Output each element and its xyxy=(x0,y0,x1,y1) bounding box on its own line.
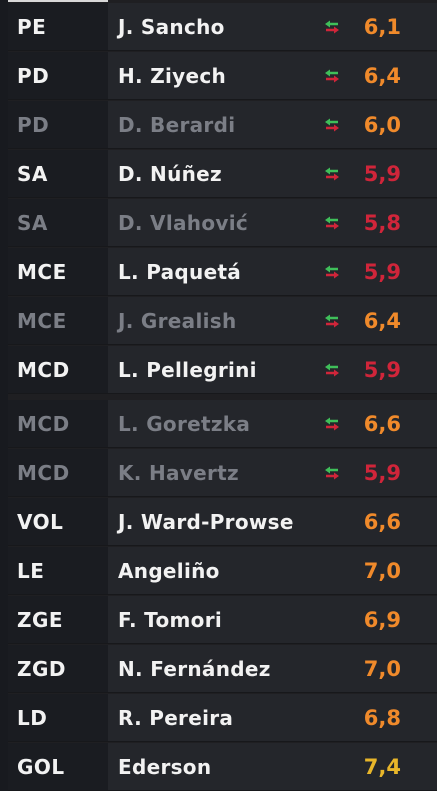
substitution-icon[interactable] xyxy=(322,68,342,84)
player-row[interactable]: MCD L. Goretzka 6,6 xyxy=(8,400,437,448)
player-name: Angeliño xyxy=(118,547,220,594)
player-name: Ederson xyxy=(118,743,211,790)
player-row[interactable]: PE J. Sancho 6,1 xyxy=(8,3,437,51)
player-position: MCE xyxy=(17,297,67,344)
player-rating: 5,8 xyxy=(364,199,401,246)
player-name: L. Pellegrini xyxy=(118,346,257,393)
player-position: MCD xyxy=(17,449,70,496)
substitution-icon[interactable] xyxy=(322,19,342,35)
player-rating: 6,9 xyxy=(364,596,401,643)
player-name: D. Vlahović xyxy=(118,199,248,246)
player-rating: 6,1 xyxy=(364,3,401,50)
substitution-icon[interactable] xyxy=(322,465,342,481)
player-name: K. Havertz xyxy=(118,449,239,496)
player-name: R. Pereira xyxy=(118,694,233,741)
player-position: SA xyxy=(17,199,48,246)
player-position: LE xyxy=(17,547,44,594)
player-rating: 6,0 xyxy=(364,101,401,148)
player-row[interactable]: LE Angeliño 7,0 xyxy=(8,547,437,595)
player-row[interactable]: ZGD N. Fernández 7,0 xyxy=(8,645,437,693)
player-rating: 5,9 xyxy=(364,248,401,295)
substitution-icon[interactable] xyxy=(322,166,342,182)
player-position: PD xyxy=(17,52,49,99)
panel-left-edge xyxy=(0,0,8,791)
player-row[interactable]: MCD K. Havertz 5,9 xyxy=(8,449,437,497)
player-position: PE xyxy=(17,3,46,50)
player-name: D. Berardi xyxy=(118,101,235,148)
player-name: L. Paquetá xyxy=(118,248,241,295)
player-name: L. Goretzka xyxy=(118,400,250,447)
player-position: ZGE xyxy=(17,596,63,643)
player-row[interactable]: SA D. Núñez 5,9 xyxy=(8,150,437,198)
player-rating: 6,6 xyxy=(364,400,401,447)
player-row[interactable]: VOL J. Ward-Prowse 6,6 xyxy=(8,498,437,546)
player-rating: 5,9 xyxy=(364,449,401,496)
substitution-icon[interactable] xyxy=(322,117,342,133)
player-rating: 7,4 xyxy=(364,743,401,790)
player-position: LD xyxy=(17,694,47,741)
player-rating: 5,9 xyxy=(364,346,401,393)
player-position: ZGD xyxy=(17,645,66,692)
substitution-icon[interactable] xyxy=(322,264,342,280)
player-row[interactable]: GOL Ederson 7,4 xyxy=(8,743,437,791)
player-row[interactable]: PD H. Ziyech 6,4 xyxy=(8,52,437,100)
header-underline xyxy=(8,0,108,2)
substitution-icon[interactable] xyxy=(322,215,342,231)
player-position: SA xyxy=(17,150,48,197)
player-name: J. Grealish xyxy=(118,297,237,344)
player-rating: 6,6 xyxy=(364,498,401,545)
player-row[interactable]: SA D. Vlahović 5,8 xyxy=(8,199,437,247)
player-position: MCD xyxy=(17,400,70,447)
player-position: VOL xyxy=(17,498,63,545)
player-row[interactable]: ZGE F. Tomori 6,9 xyxy=(8,596,437,644)
substitution-icon[interactable] xyxy=(322,416,342,432)
player-row[interactable]: MCD L. Pellegrini 5,9 xyxy=(8,346,437,394)
player-position: MCD xyxy=(17,346,70,393)
player-name: H. Ziyech xyxy=(118,52,226,99)
player-row[interactable]: MCE J. Grealish 6,4 xyxy=(8,297,437,345)
substitution-icon[interactable] xyxy=(322,313,342,329)
player-rating: 5,9 xyxy=(364,150,401,197)
player-rating: 6,4 xyxy=(364,297,401,344)
player-name: J. Sancho xyxy=(118,3,225,50)
player-row[interactable]: LD R. Pereira 6,8 xyxy=(8,694,437,742)
player-position: GOL xyxy=(17,743,65,790)
player-rating: 7,0 xyxy=(364,645,401,692)
player-name: J. Ward-Prowse xyxy=(118,498,294,545)
player-row[interactable]: PD D. Berardi 6,0 xyxy=(8,101,437,149)
player-rating: 6,4 xyxy=(364,52,401,99)
player-name: D. Núñez xyxy=(118,150,222,197)
player-name: F. Tomori xyxy=(118,596,222,643)
player-rating: 7,0 xyxy=(364,547,401,594)
substitution-icon[interactable] xyxy=(322,362,342,378)
player-rating: 6,8 xyxy=(364,694,401,741)
player-name: N. Fernández xyxy=(118,645,271,692)
player-position: MCE xyxy=(17,248,67,295)
player-row[interactable]: MCE L. Paquetá 5,9 xyxy=(8,248,437,296)
player-position: PD xyxy=(17,101,49,148)
